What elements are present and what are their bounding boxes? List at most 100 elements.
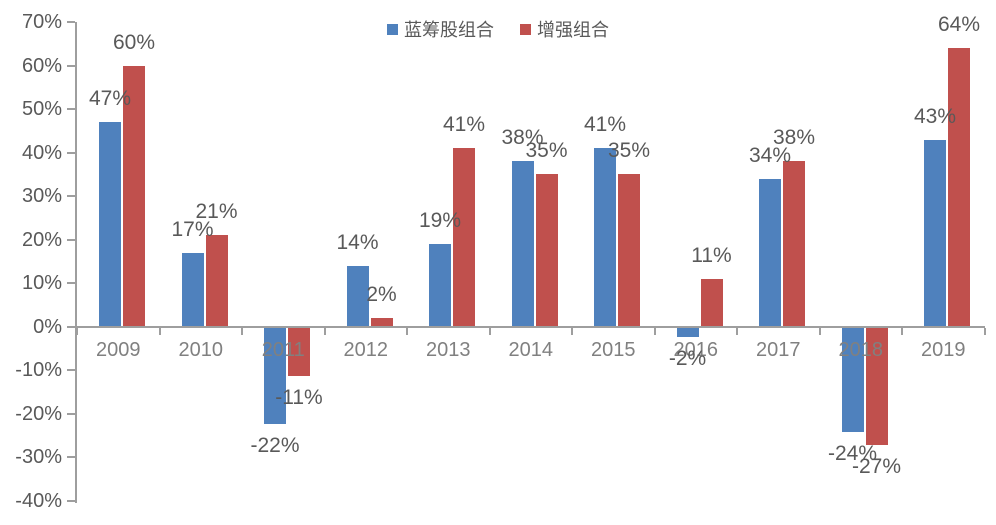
data-label-red-2016: 11% bbox=[691, 243, 732, 267]
y-tick bbox=[67, 21, 75, 23]
x-tick bbox=[736, 327, 738, 335]
data-label-blue-2019: 43% bbox=[913, 104, 957, 128]
x-tick bbox=[653, 327, 656, 335]
bar-blue-2014 bbox=[511, 161, 534, 327]
x-tick bbox=[901, 327, 903, 335]
y-tick bbox=[67, 151, 75, 154]
bar-blue-2009 bbox=[99, 122, 121, 327]
y-tick bbox=[67, 195, 75, 198]
legend-label-blue-series: 蓝筹股组合 bbox=[404, 20, 494, 40]
data-label-red-2019: 64% bbox=[937, 13, 981, 37]
data-label-red-2018: -27% bbox=[851, 455, 902, 479]
x-axis-category-label: 2013 bbox=[426, 338, 471, 361]
x-axis-category-label: 2009 bbox=[96, 338, 141, 361]
data-label-red-2009: 60% bbox=[112, 30, 156, 54]
bar-red-2009 bbox=[123, 65, 145, 327]
bar-red-2016 bbox=[700, 278, 723, 327]
data-label-blue-2012: 14% bbox=[336, 230, 379, 254]
data-label-red-2011: -11% bbox=[275, 385, 323, 409]
bar-blue-2012 bbox=[346, 265, 369, 327]
data-label-red-2017: 38% bbox=[772, 126, 816, 150]
data-label-blue-2009: 47% bbox=[88, 87, 132, 111]
y-axis-tick-label: 30% bbox=[21, 185, 62, 208]
x-axis-category-label: 2019 bbox=[921, 338, 966, 361]
y-axis-tick-label: -40% bbox=[15, 490, 62, 512]
bar-blue-2017 bbox=[759, 178, 781, 327]
data-label-blue-2015: 41% bbox=[583, 113, 627, 137]
data-label-blue-2013: 19% bbox=[418, 209, 462, 233]
legend-item-red-series: 增强组合 bbox=[520, 16, 609, 42]
bar-blue-2018 bbox=[841, 327, 864, 433]
data-label-red-2010: 21% bbox=[195, 200, 238, 224]
legend-swatch-red-icon bbox=[520, 23, 531, 35]
data-label-red-2015: 35% bbox=[607, 139, 651, 163]
x-tick bbox=[241, 327, 243, 335]
y-tick bbox=[67, 412, 75, 415]
x-axis-category-label: 2017 bbox=[756, 338, 801, 361]
y-axis-tick-label: -10% bbox=[15, 359, 62, 382]
data-label-red-2014: 35% bbox=[525, 139, 568, 163]
data-label-blue-2017: 34% bbox=[748, 143, 792, 167]
y-tick bbox=[67, 282, 75, 285]
y-tick bbox=[67, 108, 75, 111]
x-axis-line bbox=[75, 325, 985, 328]
chart-legend: 蓝筹股组合 增强组合 bbox=[0, 16, 996, 42]
bar-red-2015 bbox=[618, 174, 640, 327]
bar-blue-2010 bbox=[181, 252, 204, 327]
data-label-blue-2014: 38% bbox=[501, 126, 544, 150]
y-axis-tick-label: 0% bbox=[33, 315, 62, 338]
x-axis-category-label: 2010 bbox=[178, 338, 224, 361]
bar-red-2019 bbox=[948, 48, 970, 327]
y-tick bbox=[67, 369, 75, 372]
y-axis-tick-label: 10% bbox=[21, 272, 62, 295]
legend-item-blue-series: 蓝筹股组合 bbox=[387, 16, 494, 42]
bar-red-2010 bbox=[205, 235, 228, 327]
bar-red-2018 bbox=[865, 327, 888, 446]
x-tick bbox=[571, 327, 573, 335]
bar-blue-2011 bbox=[264, 327, 286, 424]
y-axis-tick-label: 60% bbox=[21, 54, 62, 77]
y-axis-line bbox=[75, 22, 77, 503]
data-label-red-2013: 41% bbox=[442, 113, 486, 137]
bar-blue-2013 bbox=[429, 244, 451, 327]
y-tick bbox=[67, 500, 75, 502]
x-tick bbox=[158, 327, 161, 335]
y-tick bbox=[67, 456, 75, 459]
x-axis-category-label: 2012 bbox=[343, 338, 389, 361]
y-tick bbox=[67, 64, 75, 67]
x-tick bbox=[983, 327, 986, 335]
data-label-blue-2010: 17% bbox=[171, 217, 214, 241]
y-tick bbox=[67, 325, 75, 328]
x-tick bbox=[76, 327, 78, 335]
data-label-blue-2011: -22% bbox=[250, 433, 300, 457]
bar-blue-2016 bbox=[676, 327, 699, 337]
bar-red-2017 bbox=[783, 161, 805, 327]
data-label-blue-2018: -24% bbox=[827, 442, 878, 466]
legend-label-red-series: 增强组合 bbox=[537, 20, 609, 40]
bar-blue-2015 bbox=[594, 148, 616, 327]
data-label-blue-2016: -2% bbox=[668, 346, 707, 370]
x-tick bbox=[488, 327, 491, 335]
bar-red-2014 bbox=[535, 174, 558, 327]
y-axis-tick-label: -30% bbox=[15, 446, 62, 469]
data-label-red-2012: 2% bbox=[366, 283, 397, 307]
y-axis-tick-label: 20% bbox=[21, 228, 62, 251]
legend-swatch-blue-icon bbox=[387, 23, 398, 35]
y-tick bbox=[67, 238, 75, 241]
y-axis-tick-label: 40% bbox=[21, 141, 62, 164]
bar-red-2012 bbox=[370, 318, 393, 327]
y-axis-tick-label: 50% bbox=[21, 98, 62, 121]
x-tick bbox=[406, 327, 408, 335]
y-axis-tick-label: -20% bbox=[15, 402, 62, 425]
bar-blue-2019 bbox=[924, 139, 946, 327]
x-tick bbox=[323, 327, 326, 335]
x-axis-category-label: 2015 bbox=[591, 338, 636, 361]
x-axis-category-label: 2018 bbox=[838, 338, 884, 361]
bar-red-2011 bbox=[288, 327, 310, 376]
y-axis-tick-label: 70% bbox=[21, 11, 62, 33]
x-tick bbox=[818, 327, 821, 335]
bar-red-2013 bbox=[453, 148, 475, 327]
x-axis-category-label: 2016 bbox=[673, 338, 719, 361]
x-axis-category-label: 2011 bbox=[261, 338, 305, 361]
